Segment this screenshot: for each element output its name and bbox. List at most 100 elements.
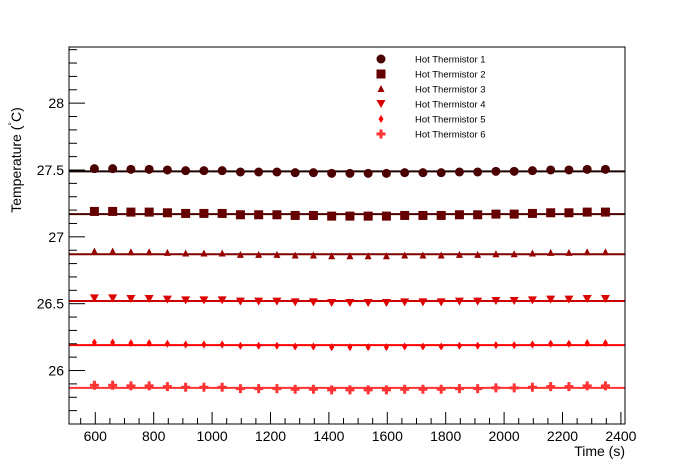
data-point: [365, 343, 371, 352]
data-point: [182, 249, 190, 257]
data-point: [308, 384, 318, 394]
data-point: [327, 299, 337, 308]
legend-marker-2: [376, 69, 386, 79]
y-tick-label: 27.5: [37, 162, 64, 178]
data-point: [456, 341, 462, 350]
data-point: [308, 298, 318, 307]
data-point: [328, 252, 336, 260]
data-point: [272, 297, 282, 306]
data-point: [363, 168, 373, 178]
data-point: [345, 299, 355, 308]
legend-label-4: Hot Thermistor 4: [415, 100, 486, 111]
data-point: [382, 252, 390, 260]
data-point: [491, 297, 501, 306]
data-point: [199, 208, 209, 218]
data-point: [108, 380, 118, 390]
data-point: [474, 250, 482, 258]
data-point: [255, 250, 263, 258]
data-point: [272, 384, 282, 394]
data-point: [473, 167, 483, 177]
data-point: [511, 341, 517, 350]
data-point: [162, 165, 172, 175]
data-point: [110, 338, 116, 347]
data-point: [492, 250, 500, 258]
data-point: [583, 248, 591, 256]
series-2: [69, 206, 625, 221]
x-tick-label: 2000: [489, 428, 520, 444]
y-axis-title: Temperature (°C): [7, 107, 24, 213]
data-point: [200, 249, 208, 257]
data-point: [237, 341, 243, 350]
data-point: [292, 342, 298, 351]
data-point: [418, 168, 428, 178]
data-point: [108, 206, 118, 216]
data-point: [310, 342, 316, 351]
data-point: [420, 342, 426, 351]
legend-marker-1: [376, 54, 386, 64]
data-point: [454, 384, 464, 394]
legend-marker-4: [376, 100, 386, 108]
data-point: [401, 251, 409, 259]
data-point: [183, 340, 189, 349]
data-point: [235, 167, 245, 177]
data-point: [602, 339, 608, 348]
data-point: [256, 341, 262, 350]
data-point: [493, 341, 499, 350]
x-tick-label: 1600: [372, 428, 403, 444]
data-point: [89, 380, 99, 390]
data-point: [383, 343, 389, 352]
data-point: [600, 295, 610, 304]
data-point: [144, 164, 154, 174]
data-point: [126, 207, 136, 217]
x-tick-label: 1800: [430, 428, 461, 444]
data-point: [162, 382, 172, 392]
data-point: [127, 248, 135, 256]
legend-label-3: Hot Thermistor 3: [415, 85, 486, 96]
data-point: [546, 208, 556, 218]
data-point: [473, 297, 483, 306]
data-point: [144, 207, 154, 217]
data-point: [600, 164, 610, 174]
data-point: [144, 295, 154, 304]
legend-label-6: Hot Thermistor 6: [415, 130, 486, 141]
data-point: [347, 343, 353, 352]
data-point: [491, 209, 501, 219]
legend: Hot Thermistor 1 Hot Thermistor 2 Hot Ther…: [376, 54, 486, 141]
data-point: [363, 299, 373, 308]
x-tick-label: 1200: [255, 428, 286, 444]
data-point: [126, 381, 136, 391]
data-point: [454, 297, 464, 306]
x-axis-title: Time (s): [574, 443, 625, 459]
data-point: [272, 167, 282, 177]
data-point: [418, 384, 428, 394]
data-point: [509, 209, 519, 219]
data-point: [309, 251, 317, 259]
data-point: [181, 208, 191, 218]
data-point: [274, 341, 280, 350]
data-point: [290, 210, 300, 220]
data-point: [235, 297, 245, 306]
data-point: [437, 251, 445, 259]
legend-marker-3: [377, 85, 385, 92]
data-point: [108, 164, 118, 174]
x-tick-label: 800: [142, 428, 166, 444]
data-point: [584, 339, 590, 348]
plot-marks: [69, 164, 625, 395]
data-point: [199, 382, 209, 392]
data-point: [381, 385, 391, 395]
data-point: [364, 252, 372, 260]
data-point: [438, 342, 444, 351]
data-point: [181, 166, 191, 176]
data-point: [272, 210, 282, 220]
data-point: [89, 206, 99, 216]
data-point: [527, 296, 537, 305]
data-point: [363, 211, 373, 221]
x-tick-label: 2400: [605, 428, 636, 444]
legend-label-2: Hot Thermistor 2: [415, 70, 486, 81]
data-point: [235, 384, 245, 394]
data-point: [527, 166, 537, 176]
data-point: [162, 208, 172, 218]
legend-label-1: Hot Thermistor 1: [415, 55, 486, 66]
data-point: [164, 339, 170, 348]
data-point: [400, 210, 410, 220]
